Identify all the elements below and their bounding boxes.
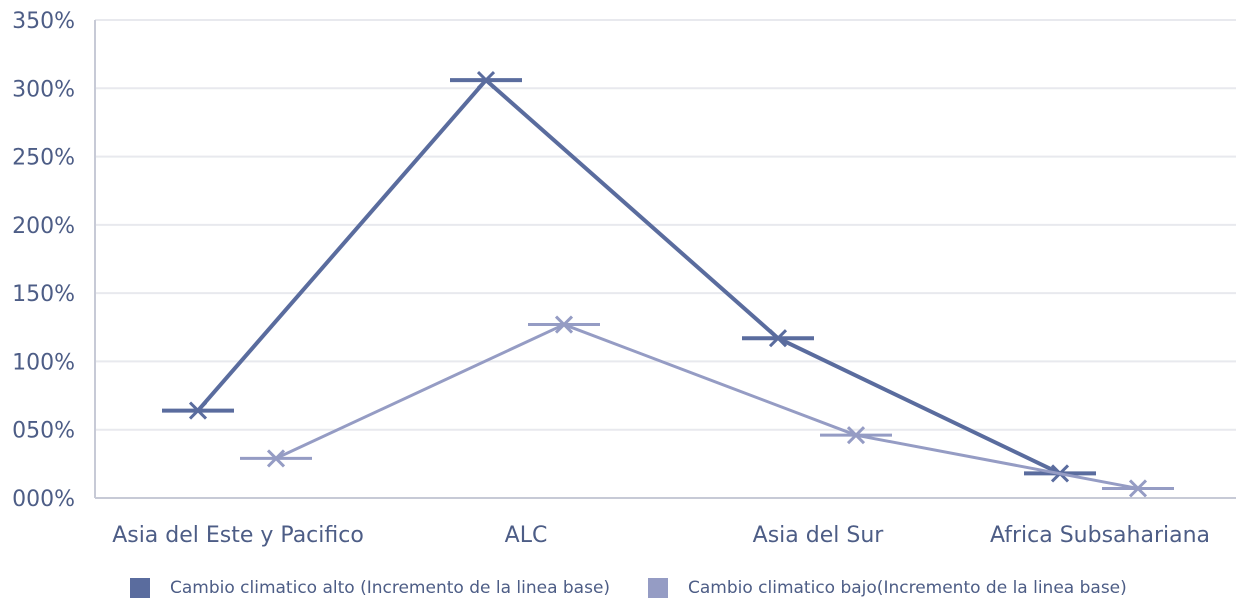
series-1: [240, 315, 1174, 498]
x-axis: Asia del Este y Pacifico ALC Asia del Sur A…: [95, 497, 1236, 548]
legend-swatch-alto: [130, 578, 150, 598]
x-tick-label: Africa Subsahariana: [990, 523, 1210, 548]
legend-swatch-bajo: [648, 578, 668, 598]
y-tick-label: 300%: [12, 77, 75, 102]
legend-label-alto: Cambio climatico alto (Incremento de la …: [170, 578, 611, 598]
series-layer: [162, 71, 1174, 498]
legend: Cambio climatico alto (Incremento de la …: [0, 578, 1236, 610]
data-point-marker: [240, 449, 312, 468]
y-axis: 000% 050% 100% 150% 200% 250% 300% 350%: [12, 9, 96, 512]
y-tick-label: 150%: [12, 282, 75, 307]
data-point-marker: [742, 329, 814, 348]
legend-item-alto: Cambio climatico alto (Incremento de la …: [130, 578, 610, 598]
line-chart: 000% 050% 100% 150% 200% 250% 300% 350% Asia de…: [12, 9, 1236, 548]
data-point-marker: [1102, 479, 1174, 498]
y-tick-label: 050%: [12, 419, 75, 444]
series-0: [162, 71, 1096, 483]
series-line: [196, 78, 1061, 476]
data-point-marker: [528, 315, 600, 334]
y-tick-label: 200%: [12, 214, 75, 239]
series-line: [275, 323, 1139, 490]
y-tick-label: 100%: [12, 350, 75, 375]
data-point-marker: [162, 401, 234, 420]
legend-label-bajo: Cambio climatico bajo(Incremento de la l…: [688, 578, 1127, 598]
x-tick-label: ALC: [505, 523, 548, 548]
y-tick-label: 250%: [12, 146, 75, 171]
legend-item-bajo: Cambio climatico bajo(Incremento de la l…: [648, 578, 1127, 598]
grid-lines: [95, 19, 1236, 431]
data-point-marker: [450, 71, 522, 90]
x-tick-label: Asia del Sur: [753, 523, 885, 548]
data-point-marker: [820, 426, 892, 445]
x-tick-label: Asia del Este y Pacifico: [112, 523, 364, 548]
y-tick-label: 000%: [12, 487, 75, 512]
y-tick-label: 350%: [12, 9, 75, 34]
